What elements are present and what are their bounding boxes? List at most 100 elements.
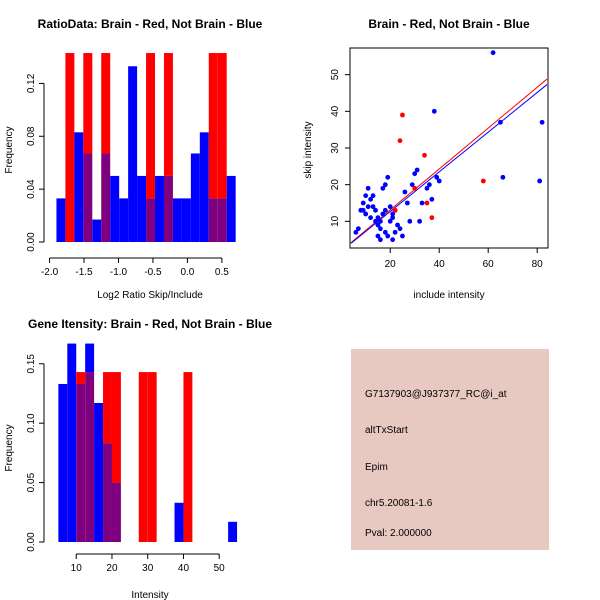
ratio-bar-not-brain — [119, 198, 129, 242]
scatter-point-not-brain — [380, 211, 386, 217]
scatter-point-not-brain — [373, 207, 378, 213]
scatter-point-not-brain — [370, 204, 376, 210]
ratio-bar-overlap — [101, 153, 111, 242]
scatter-point-brain — [480, 178, 486, 184]
scatter-point-not-brain — [537, 178, 543, 184]
scatter-y-tick-label: 10 — [330, 215, 341, 227]
ratio-bar-not-brain — [74, 132, 84, 242]
scatter-point-not-brain — [395, 222, 400, 228]
scatter-x-tick-label: 40 — [434, 259, 446, 270]
scatter-point-brain — [392, 207, 398, 213]
intensity-x-tick-label: 20 — [106, 563, 118, 574]
scatter-point-not-brain — [387, 218, 393, 224]
intensity-chart-title: Gene Itensity: Brain - Red, Not Brain - … — [28, 317, 272, 331]
intensity-bar-brain — [138, 372, 148, 542]
scatter-point-brain — [422, 152, 427, 158]
ratio-y-tick-label: 0.08 — [26, 126, 37, 146]
intensity-x-tick-label: 30 — [142, 563, 154, 574]
ratio-bar-brain — [146, 53, 156, 199]
scatter-point-not-brain — [370, 193, 376, 199]
intensity-bar-overlap — [76, 383, 86, 542]
ratio-bars — [56, 53, 236, 243]
intensity-y-tick-label: 0.10 — [26, 413, 37, 433]
scatter-point-brain — [397, 138, 403, 144]
intensity-axes: 10 20 30 40 50 0.00 0.05 0.10 0.15 — [26, 354, 225, 574]
ratio-bar-overlap — [163, 175, 173, 242]
intensity-y-tick-label: 0.05 — [26, 472, 37, 492]
scatter-point-not-brain — [431, 108, 437, 114]
intensity-y-axis-label: Frequency — [4, 424, 15, 471]
scatter-point-not-brain — [404, 200, 410, 206]
ratio-bar-brain — [163, 53, 173, 176]
intensity-bar-brain — [147, 372, 157, 542]
scatter-point-brain — [400, 112, 405, 118]
info-panel: G7137903@J937377_RC@i_at altTxStart Epim… — [351, 349, 549, 550]
ratio-bar-brain — [83, 53, 93, 154]
scatter-points — [353, 50, 545, 243]
ratio-bar-not-brain — [155, 175, 164, 242]
scatter-y-tick-label: 50 — [330, 69, 341, 81]
scatter-y-tick-label: 40 — [330, 105, 341, 117]
scatter-point-not-brain — [402, 189, 408, 195]
ratio-bar-not-brain — [172, 198, 182, 242]
intensity-histogram-panel: Gene Itensity: Brain - Red, Not Brain - … — [4, 317, 272, 600]
intensity-y-tick-label: 0.00 — [26, 532, 37, 552]
intensity-bars — [58, 343, 238, 542]
ratio-y-tick-label: 0.04 — [26, 179, 37, 199]
scatter-point-not-brain — [375, 233, 381, 239]
scatter-point-not-brain — [434, 174, 440, 180]
scatter-point-not-brain — [382, 229, 388, 235]
scatter-point-not-brain — [412, 171, 418, 177]
scatter-point-not-brain — [390, 237, 396, 243]
ratio-bar-not-brain — [92, 219, 102, 242]
intensity-bar-not-brain — [174, 502, 184, 542]
ratio-bar-overlap — [217, 198, 227, 242]
scatter-axes: 20 40 60 80 10 20 30 40 50 — [330, 69, 543, 270]
scatter-point-not-brain — [382, 182, 388, 188]
scatter-point-not-brain — [375, 222, 381, 228]
scatter-point-brain — [429, 215, 435, 221]
scatter-point-not-brain — [382, 207, 388, 213]
scatter-point-not-brain — [360, 207, 366, 213]
intensity-bar-not-brain — [67, 343, 77, 542]
scatter-point-brain — [424, 200, 430, 206]
scatter-point-not-brain — [360, 200, 366, 206]
ratio-x-tick-label: -1.5 — [75, 267, 93, 278]
scatter-point-not-brain — [368, 196, 373, 202]
intensity-bar-overlap — [85, 372, 95, 542]
info-box — [351, 349, 549, 550]
scatter-point-not-brain — [385, 233, 391, 239]
scatter-point-not-brain — [378, 226, 383, 232]
scatter-point-not-brain — [397, 226, 403, 232]
ratio-bar-not-brain — [128, 66, 138, 242]
ratio-bar-overlap — [146, 198, 156, 242]
scatter-point-not-brain — [409, 182, 415, 188]
pval-text: Pval: 2.000000 — [365, 528, 432, 539]
scatter-point-not-brain — [392, 229, 398, 235]
intensity-bar-not-brain — [85, 343, 95, 373]
scatter-x-tick-label: 80 — [532, 259, 544, 270]
scatter-point-not-brain — [500, 174, 506, 180]
scatter-point-not-brain — [385, 174, 391, 180]
scatter-x-tick-label: 60 — [483, 259, 495, 270]
scatter-point-not-brain — [373, 218, 378, 224]
intensity-bar-not-brain — [228, 521, 238, 542]
ratio-bar-not-brain — [137, 175, 147, 242]
ratio-bar-not-brain — [56, 198, 66, 242]
scatter-point-not-brain — [400, 233, 405, 239]
ratio-bar-overlap — [83, 153, 93, 242]
scatter-y-tick-label: 30 — [330, 142, 341, 154]
scatter-point-not-brain — [429, 196, 435, 202]
scatter-point-not-brain — [417, 218, 422, 224]
event-type-text: altTxStart — [365, 425, 408, 436]
intensity-bar-overlap — [103, 443, 112, 542]
gene-name-text: Epim — [365, 462, 388, 473]
ratio-bar-not-brain — [190, 153, 200, 242]
ratio-bar-brain — [65, 53, 75, 243]
scatter-point-not-brain — [539, 119, 545, 125]
scatter-point-not-brain — [414, 167, 420, 173]
scatter-point-not-brain — [390, 215, 396, 221]
location-text: chr5.20081-1.6 — [365, 498, 433, 509]
ratio-bar-not-brain — [181, 198, 191, 242]
scatter-point-not-brain — [380, 185, 386, 191]
